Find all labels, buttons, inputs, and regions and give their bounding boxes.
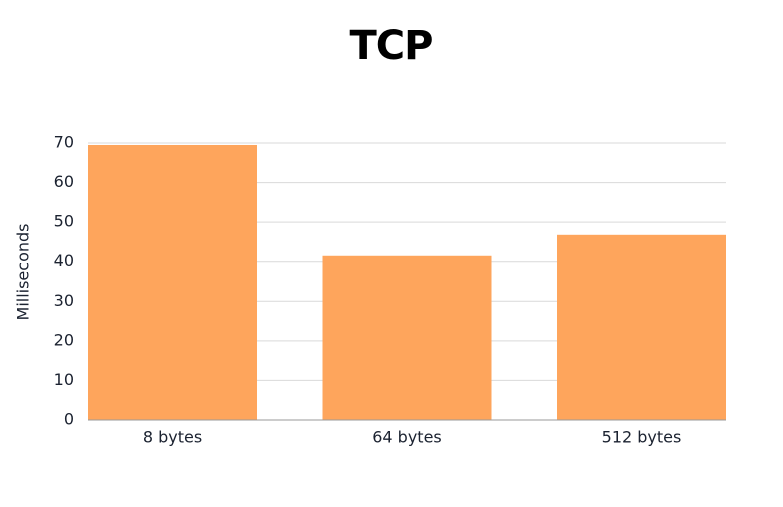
y-tick-label: 30	[54, 291, 74, 310]
bar	[88, 144, 257, 420]
y-tick-label: 60	[54, 172, 74, 191]
y-tick-label: 10	[54, 370, 74, 389]
y-tick-label: 0	[64, 410, 74, 429]
x-tick-label: 8 bytes	[143, 428, 202, 447]
x-tick-label: 512 bytes	[602, 428, 682, 447]
y-tick-label: 40	[54, 251, 74, 270]
x-tick-label: 64 bytes	[372, 428, 442, 447]
y-tick-label: 70	[54, 133, 74, 152]
y-tick-label: 50	[54, 212, 74, 231]
bar	[322, 255, 492, 420]
y-axis-label: Milliseconds	[14, 224, 33, 321]
bar	[557, 234, 726, 420]
y-tick-label: 20	[54, 330, 74, 349]
chart-title: TCP	[350, 23, 433, 69]
